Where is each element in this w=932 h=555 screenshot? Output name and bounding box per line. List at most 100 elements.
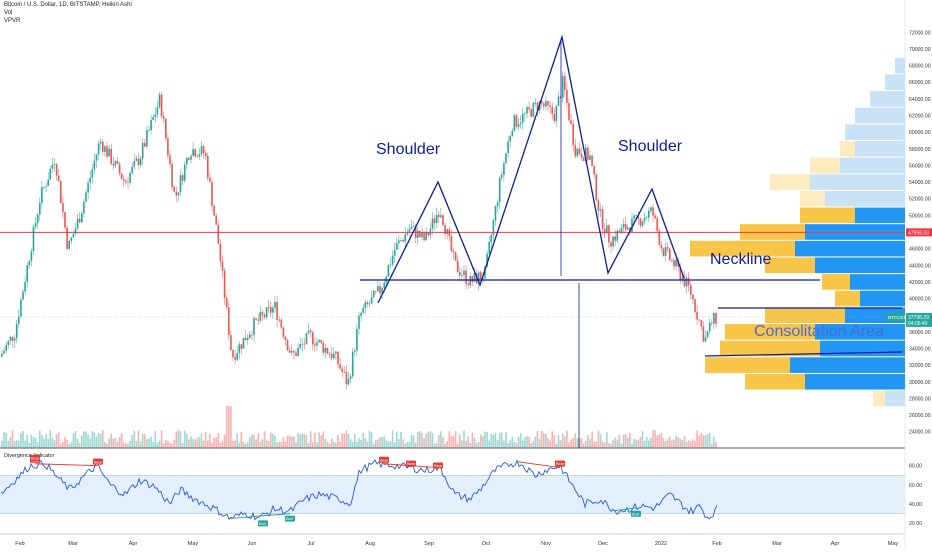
volume-bar [706, 434, 709, 448]
volume-bar [288, 435, 291, 448]
volume-bar [419, 431, 421, 448]
volume-bar [666, 438, 669, 448]
candle-body [261, 312, 264, 315]
volume-bar [469, 442, 472, 448]
countdown-label: 04:05:49 [908, 321, 928, 327]
volume-bar [181, 443, 184, 448]
x-tick-label: Mar [68, 541, 78, 547]
volume-bar [251, 434, 253, 448]
candle-body [417, 230, 419, 239]
candle-body [259, 312, 262, 321]
volume-bar [137, 430, 140, 448]
volume-bar [522, 440, 524, 448]
candle-body [303, 343, 306, 345]
candle-body [650, 207, 652, 211]
candle-body [169, 155, 171, 165]
candle-body [225, 298, 228, 308]
volume-bar [589, 439, 591, 448]
candle-body [643, 217, 646, 222]
candle-body [211, 181, 213, 206]
volume-bar [486, 432, 488, 448]
volume-bar [91, 431, 94, 448]
y-tick-label: 58000.00 [909, 147, 931, 153]
volume-bar [356, 442, 358, 448]
volume-bar [526, 436, 528, 448]
vp-bar-down [822, 274, 850, 290]
volume-bar [104, 441, 106, 448]
volume-bar [116, 441, 119, 448]
volume-bar [295, 442, 297, 448]
volume-bar [7, 440, 10, 448]
volume-bar [498, 433, 501, 448]
volume-bar [43, 438, 45, 448]
volume-bar [656, 435, 658, 448]
osc-y-tick: 20.00 [909, 521, 922, 527]
candle-body [162, 116, 165, 119]
volume-bar [106, 443, 108, 448]
candle-body [484, 266, 486, 279]
candle-body [492, 220, 495, 235]
volume-bar [606, 432, 608, 448]
candle-body [326, 348, 329, 354]
red-line-price-label: 47958.33 [908, 230, 929, 236]
candle-body [307, 330, 310, 333]
volume-bar [232, 440, 234, 448]
candle-body [137, 158, 140, 166]
candle-body [477, 272, 480, 284]
bear-divergence-line [34, 463, 99, 467]
volume-bar [450, 435, 453, 448]
candle-body [381, 287, 383, 294]
volume-bar [601, 441, 604, 448]
candle-body [639, 218, 642, 226]
candle-body [444, 225, 446, 235]
volume-bar [282, 437, 285, 448]
candle-body [102, 141, 104, 152]
candle-body [223, 270, 226, 299]
volume-bar [120, 433, 123, 448]
volume-bar [698, 435, 700, 448]
candle-body [423, 232, 425, 241]
volume-bar [509, 440, 511, 448]
vp-bar-up [825, 190, 905, 207]
red-line-price-tag [906, 228, 932, 237]
candle-body [160, 94, 163, 117]
candle-body [425, 231, 427, 241]
volume-bar [349, 439, 352, 448]
candle-body [219, 243, 222, 262]
volume-bar [114, 438, 117, 448]
volume-bar [141, 434, 144, 448]
vp-bar-down [770, 174, 810, 190]
volume-bar [347, 433, 350, 448]
volume-bar [624, 434, 627, 448]
volume-bar [425, 433, 427, 448]
volume-bar [148, 438, 150, 448]
vp-bar-up [855, 107, 905, 124]
volume-bar [669, 436, 671, 448]
candle-body [18, 316, 20, 324]
candle-body [13, 338, 16, 341]
volume-bar [305, 435, 308, 448]
candle-body [198, 154, 201, 157]
candle-body [108, 148, 110, 157]
candle-body [78, 218, 81, 223]
vp-bar-up [815, 257, 905, 274]
bear-badge-label: Bear [380, 457, 389, 462]
volume-bar [133, 430, 136, 448]
volume-bar [320, 435, 322, 448]
osc-y-tick: 60.00 [909, 483, 922, 489]
candle-body [513, 115, 516, 131]
candle-body [72, 233, 75, 238]
volume-bar [534, 436, 537, 448]
candle-body [328, 353, 331, 355]
volume-bar [700, 432, 703, 448]
candle-body [125, 180, 127, 183]
volume-bar [9, 437, 12, 448]
candle-body [278, 319, 280, 321]
volume-bar [183, 430, 186, 448]
candle-body [442, 215, 444, 226]
candle-body [120, 173, 123, 180]
candle-body [557, 96, 560, 107]
candle-body [410, 226, 413, 230]
